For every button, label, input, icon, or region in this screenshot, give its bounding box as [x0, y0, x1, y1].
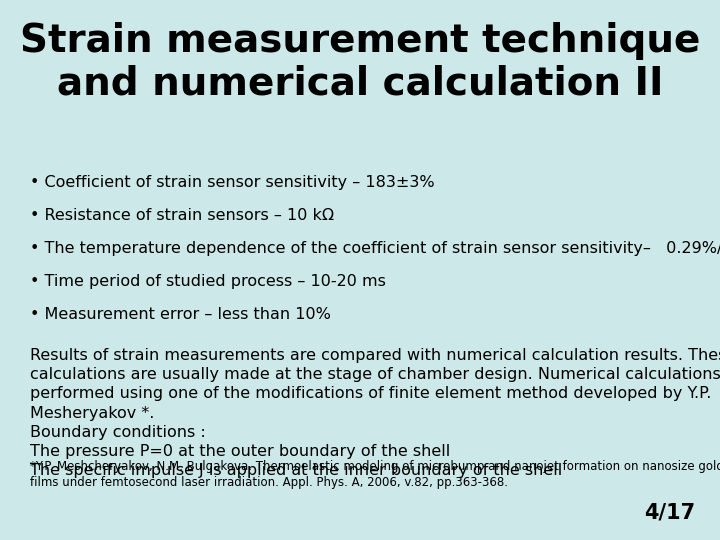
- Text: • Resistance of strain sensors – 10 kΩ: • Resistance of strain sensors – 10 kΩ: [30, 208, 334, 223]
- Text: • Measurement error – less than 10%: • Measurement error – less than 10%: [30, 307, 331, 322]
- Text: • The temperature dependence of the coefficient of strain sensor sensitivity–   : • The temperature dependence of the coef…: [30, 241, 720, 256]
- Text: Results of strain measurements are compared with numerical calculation results. : Results of strain measurements are compa…: [30, 348, 720, 478]
- Text: 4/17: 4/17: [644, 502, 695, 522]
- Text: • Time period of studied process – 10-20 ms: • Time period of studied process – 10-20…: [30, 274, 386, 289]
- Text: *Y.P. Meshcheryakov, N.M. Bulgakova. Thermoelastic modeling of microbump and nan: *Y.P. Meshcheryakov, N.M. Bulgakova. The…: [30, 460, 720, 489]
- Text: Strain measurement technique
and numerical calculation II: Strain measurement technique and numeric…: [20, 22, 700, 103]
- Text: • Coefficient of strain sensor sensitivity – 183±3%: • Coefficient of strain sensor sensitivi…: [30, 175, 435, 190]
